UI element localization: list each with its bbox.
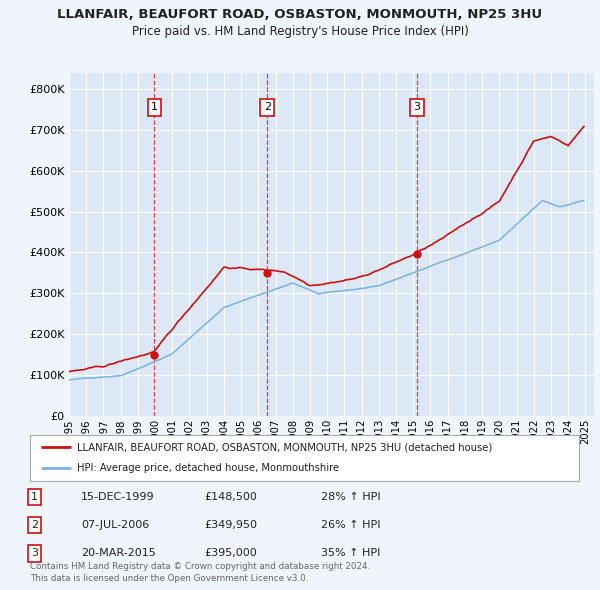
Text: LLANFAIR, BEAUFORT ROAD, OSBASTON, MONMOUTH, NP25 3HU (detached house): LLANFAIR, BEAUFORT ROAD, OSBASTON, MONMO…	[77, 442, 492, 453]
Text: Price paid vs. HM Land Registry's House Price Index (HPI): Price paid vs. HM Land Registry's House …	[131, 25, 469, 38]
Text: 07-JUL-2006: 07-JUL-2006	[81, 520, 149, 530]
Text: 3: 3	[413, 102, 421, 112]
Text: 2: 2	[31, 520, 38, 530]
Text: £148,500: £148,500	[204, 492, 257, 502]
Text: LLANFAIR, BEAUFORT ROAD, OSBASTON, MONMOUTH, NP25 3HU: LLANFAIR, BEAUFORT ROAD, OSBASTON, MONMO…	[58, 8, 542, 21]
Text: Contains HM Land Registry data © Crown copyright and database right 2024.
This d: Contains HM Land Registry data © Crown c…	[30, 562, 370, 583]
Text: £349,950: £349,950	[204, 520, 257, 530]
Text: 3: 3	[31, 549, 38, 558]
Text: 20-MAR-2015: 20-MAR-2015	[81, 549, 156, 558]
Text: HPI: Average price, detached house, Monmouthshire: HPI: Average price, detached house, Monm…	[77, 463, 339, 473]
Text: 1: 1	[151, 102, 158, 112]
Text: 2: 2	[264, 102, 271, 112]
Text: 28% ↑ HPI: 28% ↑ HPI	[321, 492, 380, 502]
Text: 15-DEC-1999: 15-DEC-1999	[81, 492, 155, 502]
Text: 26% ↑ HPI: 26% ↑ HPI	[321, 520, 380, 530]
Text: 35% ↑ HPI: 35% ↑ HPI	[321, 549, 380, 558]
Text: £395,000: £395,000	[204, 549, 257, 558]
Text: 1: 1	[31, 492, 38, 502]
